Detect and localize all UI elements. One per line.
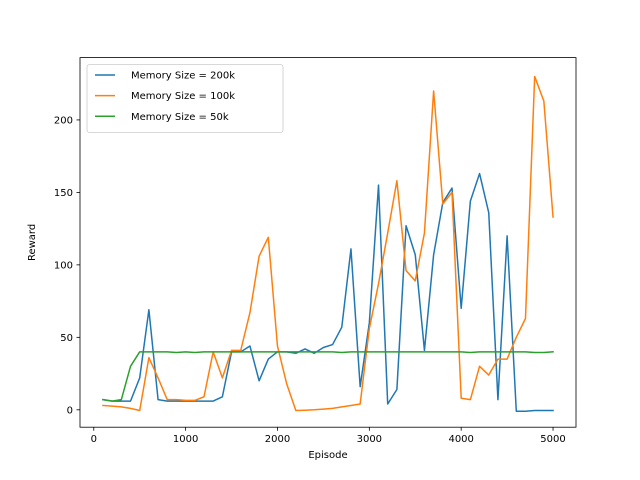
series-line-2 xyxy=(102,351,554,402)
legend-label-2: Memory Size = 50k xyxy=(131,112,229,123)
legend-box xyxy=(86,64,284,133)
series-line-1 xyxy=(102,75,554,412)
x-tick-label: 4000 xyxy=(448,434,473,445)
x-axis-label: Episode xyxy=(308,450,347,461)
y-tick-label: 0 xyxy=(67,405,73,416)
x-axis-ticks: 0 1000 2000 3000 4000 5000 xyxy=(91,427,566,445)
y-axis-ticks: 0 50 100 150 200 xyxy=(54,116,80,416)
x-tick-label: 0 xyxy=(91,434,97,445)
y-tick-label: 200 xyxy=(54,116,73,127)
x-tick-label: 2000 xyxy=(265,434,290,445)
y-tick-label: 100 xyxy=(54,260,73,271)
legend-label-1: Memory Size = 100k xyxy=(131,91,235,102)
series-lines xyxy=(102,75,554,413)
legend: Memory Size = 200k Memory Size = 100k Memo… xyxy=(86,64,284,133)
legend-label-0: Memory Size = 200k xyxy=(131,71,235,82)
x-tick-label: 5000 xyxy=(540,434,565,445)
y-tick-label: 150 xyxy=(54,188,73,199)
y-tick-label: 50 xyxy=(60,333,73,344)
x-tick-label: 1000 xyxy=(173,434,198,445)
y-axis-label: Reward xyxy=(27,224,38,261)
axes-frame xyxy=(79,57,577,428)
series-line-0 xyxy=(102,172,554,413)
x-tick-label: 3000 xyxy=(357,434,382,445)
